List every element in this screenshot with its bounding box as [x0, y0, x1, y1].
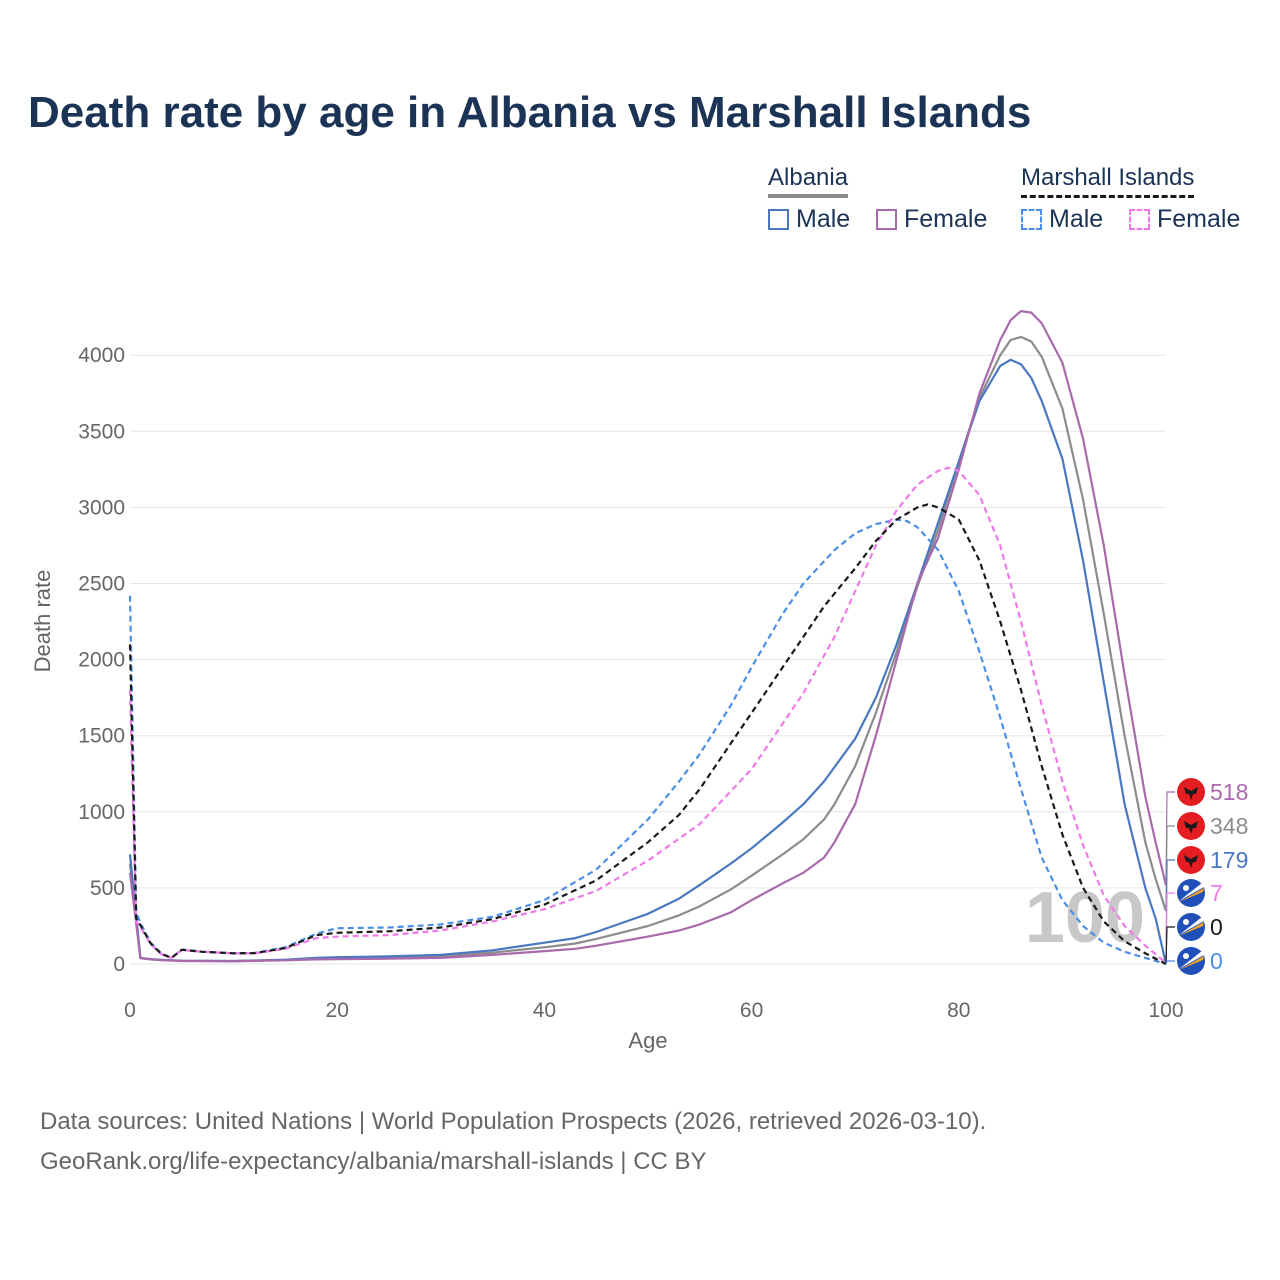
end-labels: 518 348 179 7 0 0	[1165, 778, 1248, 975]
end-label-value: 179	[1210, 847, 1248, 873]
legend-albania-female-swatch	[876, 209, 897, 230]
y-axis-label: Death rate	[30, 570, 55, 673]
end-label-connector	[1165, 926, 1175, 965]
legend-marshall-female[interactable]: Female	[1129, 205, 1240, 234]
legend-marshall-label: Marshall Islands	[1021, 164, 1195, 198]
legend-albania-line	[768, 194, 849, 198]
y-axis-ticks: 0 500 1000 1500 2000 2500 3000 3500 4000	[78, 344, 125, 976]
footer-link[interactable]: GeoRank.org/life-expectancy/albania/mars…	[40, 1148, 707, 1175]
series-line-marshall-female	[128, 466, 1167, 964]
flag-stripe-orange	[1179, 956, 1204, 970]
end-label-albania-total: 348	[1165, 812, 1248, 912]
x-tick-100: 100	[1148, 999, 1183, 1022]
y-tick-2500: 2500	[78, 573, 125, 596]
flag-stripe-white	[1179, 951, 1204, 969]
series-line-albania-female	[128, 310, 1168, 963]
y-tick-1500: 1500	[78, 725, 125, 748]
end-label-connector	[1165, 859, 1175, 965]
x-tick-80: 80	[947, 999, 970, 1022]
chart-title: Death rate by age in Albania vs Marshall…	[28, 88, 1032, 137]
end-label-albania-male: 179	[1165, 846, 1248, 965]
flag-stripe-orange	[1179, 922, 1204, 936]
x-tick-40: 40	[533, 999, 556, 1022]
y-tick-0: 0	[113, 953, 125, 976]
end-label-marshall-female: 7	[1165, 879, 1223, 963]
flag-stripe-orange	[1179, 888, 1204, 902]
legend-albania-text: Albania	[768, 164, 849, 191]
end-label-value: 0	[1210, 948, 1223, 974]
flag-stripe-white	[1179, 883, 1204, 901]
legend-albania-male-label: Male	[796, 205, 851, 233]
end-label-marshall-total: 0	[1165, 913, 1223, 965]
star-icon	[1183, 953, 1189, 959]
flag-stripe-white	[1179, 917, 1204, 935]
grid-lines	[130, 354, 1166, 965]
x-tick-0: 0	[124, 999, 136, 1022]
y-tick-3000: 3000	[78, 496, 125, 519]
series-line-marshall-total	[128, 503, 1167, 965]
series-line-albania-male	[128, 358, 1168, 965]
legend-albania-female[interactable]: Female	[876, 205, 987, 234]
footer-source: Data sources: United Nations | World Pop…	[40, 1108, 987, 1135]
y-tick-4000: 4000	[78, 344, 125, 367]
y-tick-1000: 1000	[78, 801, 125, 824]
eagle-icon	[1184, 855, 1198, 868]
legend-marshall-female-swatch	[1129, 209, 1150, 230]
x-tick-20: 20	[326, 999, 349, 1022]
legend-albania-male-swatch	[768, 209, 789, 230]
x-tick-60: 60	[740, 999, 763, 1022]
series-lines	[128, 310, 1168, 966]
end-label-marshall-male: 0	[1165, 947, 1223, 975]
legend-marshall-text: Marshall Islands	[1021, 164, 1195, 191]
y-tick-500: 500	[90, 877, 125, 900]
star-icon	[1183, 885, 1189, 891]
legend-marshall-male[interactable]: Male	[1021, 205, 1103, 234]
series-line-albania-total	[128, 335, 1168, 963]
end-label-value: 518	[1210, 779, 1248, 805]
end-label-value: 348	[1210, 813, 1248, 839]
end-label-albania-female: 518	[1165, 778, 1248, 886]
x-axis-label: Age	[628, 1028, 667, 1053]
end-label-connector	[1165, 960, 1175, 965]
legend-marshall-female-label: Female	[1157, 205, 1241, 233]
end-label-value: 7	[1210, 880, 1223, 906]
legend-albania-label: Albania	[768, 164, 849, 198]
eagle-icon	[1184, 787, 1198, 800]
legend-marshall-male-swatch	[1021, 209, 1042, 230]
legend-albania-female-label: Female	[904, 205, 988, 233]
legend-marshall-male-label: Male	[1049, 205, 1104, 233]
eagle-icon	[1184, 821, 1198, 834]
end-label-value: 0	[1210, 914, 1223, 940]
legend-marshall-line	[1021, 195, 1195, 198]
x-axis-ticks: 0 20 40 60 80 100	[124, 999, 1183, 1022]
y-tick-3500: 3500	[78, 420, 125, 443]
star-icon	[1183, 919, 1189, 925]
legend-albania-male[interactable]: Male	[768, 205, 850, 234]
y-tick-2000: 2000	[78, 649, 125, 672]
